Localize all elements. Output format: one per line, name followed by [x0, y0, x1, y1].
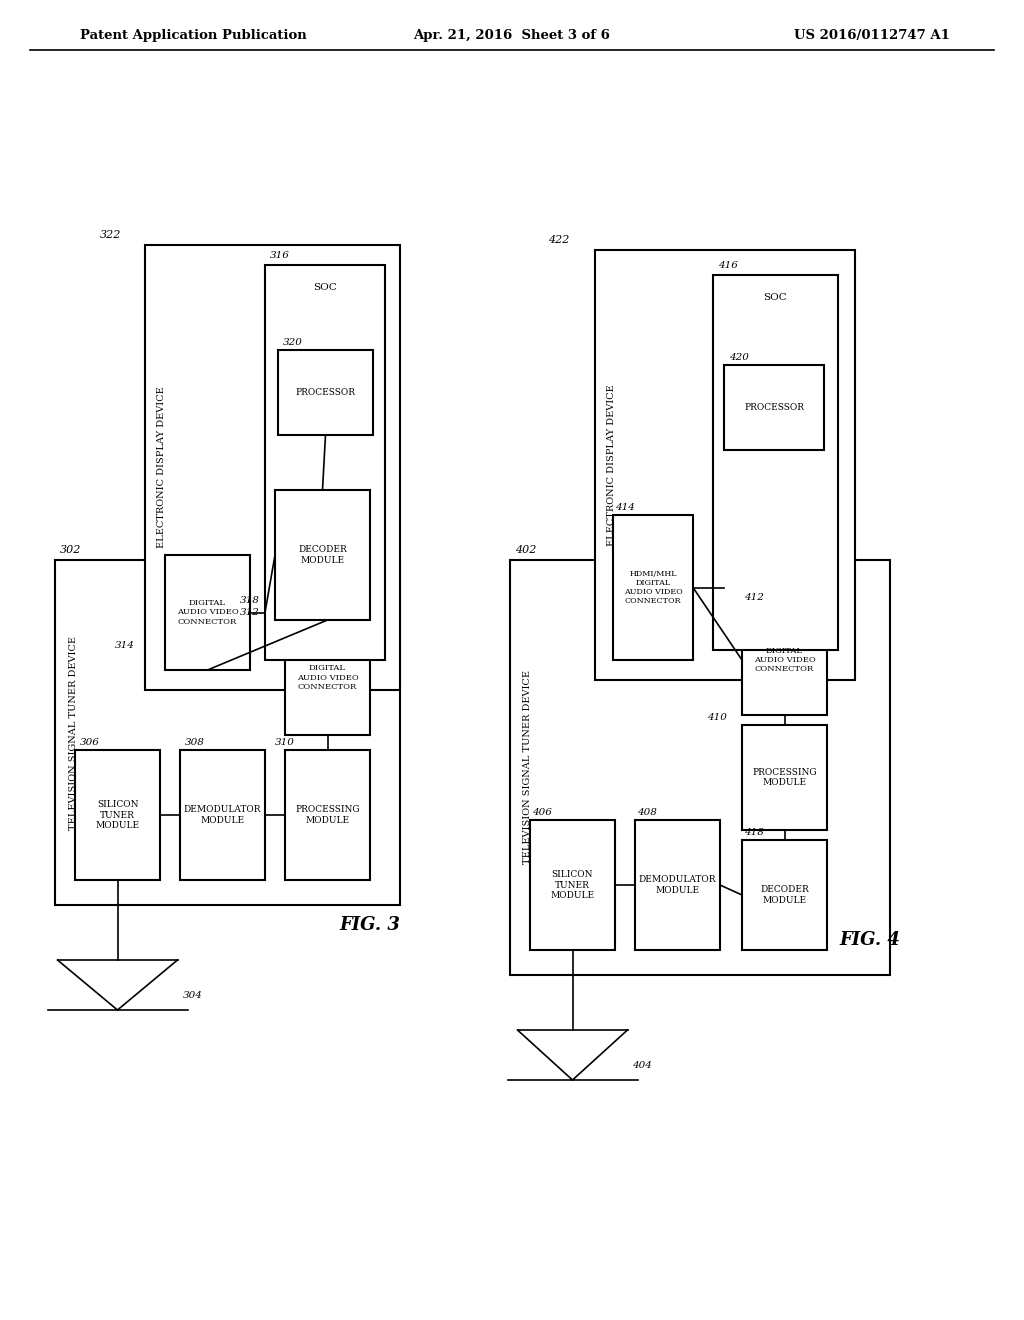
Text: 404: 404: [633, 1061, 652, 1071]
Text: TELEVISION SIGNAL TUNER DEVICE: TELEVISION SIGNAL TUNER DEVICE: [69, 635, 78, 829]
Text: DIGITAL
AUDIO VIDEO
CONNECTOR: DIGITAL AUDIO VIDEO CONNECTOR: [754, 647, 815, 673]
Bar: [635, 820, 720, 950]
Bar: [742, 605, 827, 715]
Text: FIG. 4: FIG. 4: [840, 931, 900, 949]
Bar: [278, 350, 373, 436]
Text: 412: 412: [744, 593, 764, 602]
Text: Patent Application Publication: Patent Application Publication: [80, 29, 307, 41]
Text: DEMODULATOR
MODULE: DEMODULATOR MODULE: [183, 805, 261, 825]
Text: 302: 302: [60, 545, 81, 554]
Bar: [510, 560, 890, 975]
Text: SOC: SOC: [764, 293, 787, 302]
Text: 312: 312: [240, 609, 260, 616]
Text: 422: 422: [548, 235, 569, 246]
Text: 304: 304: [182, 991, 203, 1001]
Text: Apr. 21, 2016  Sheet 3 of 6: Apr. 21, 2016 Sheet 3 of 6: [414, 29, 610, 41]
Text: DIGITAL
AUDIO VIDEO
CONNECTOR: DIGITAL AUDIO VIDEO CONNECTOR: [176, 599, 239, 626]
Text: SILICON
TUNER
MODULE: SILICON TUNER MODULE: [551, 870, 595, 900]
Text: 306: 306: [80, 738, 100, 747]
Bar: [275, 490, 370, 620]
Text: SILICON
TUNER
MODULE: SILICON TUNER MODULE: [95, 800, 139, 830]
Text: 406: 406: [532, 808, 552, 817]
Bar: [742, 840, 827, 950]
Text: 414: 414: [615, 503, 635, 512]
Bar: [180, 750, 265, 880]
Text: 310: 310: [275, 738, 295, 747]
Bar: [165, 554, 250, 671]
Text: ELECTRONIC DISPLAY DEVICE: ELECTRONIC DISPLAY DEVICE: [158, 387, 167, 548]
Bar: [613, 515, 693, 660]
Bar: [145, 246, 400, 690]
Text: 316: 316: [270, 251, 290, 260]
Bar: [724, 366, 824, 450]
Text: 308: 308: [185, 738, 205, 747]
Bar: [265, 265, 385, 660]
Text: 322: 322: [100, 230, 122, 240]
Text: 418: 418: [744, 828, 764, 837]
Text: DECODER
MODULE: DECODER MODULE: [298, 545, 347, 565]
Bar: [55, 560, 400, 906]
Text: ELECTRONIC DISPLAY DEVICE: ELECTRONIC DISPLAY DEVICE: [607, 384, 616, 546]
Text: 420: 420: [729, 352, 749, 362]
Text: 402: 402: [515, 545, 537, 554]
Text: SOC: SOC: [313, 282, 337, 292]
Bar: [75, 750, 160, 880]
Bar: [530, 820, 615, 950]
Text: 314: 314: [115, 642, 135, 649]
Text: US 2016/0112747 A1: US 2016/0112747 A1: [795, 29, 950, 41]
Text: HDMI/MHL
DIGITAL
AUDIO VIDEO
CONNECTOR: HDMI/MHL DIGITAL AUDIO VIDEO CONNECTOR: [624, 570, 682, 606]
Bar: [285, 750, 370, 880]
Text: PROCESSOR: PROCESSOR: [296, 388, 355, 397]
Text: 408: 408: [637, 808, 656, 817]
Text: DIGITAL
AUDIO VIDEO
CONNECTOR: DIGITAL AUDIO VIDEO CONNECTOR: [297, 664, 358, 690]
Text: 416: 416: [718, 261, 738, 271]
Text: TELEVISION SIGNAL TUNER DEVICE: TELEVISION SIGNAL TUNER DEVICE: [523, 671, 532, 865]
Text: PROCESSOR: PROCESSOR: [744, 403, 804, 412]
Text: 320: 320: [283, 338, 303, 347]
Text: 318: 318: [240, 597, 260, 605]
Text: PROCESSING
MODULE: PROCESSING MODULE: [753, 768, 817, 787]
Text: PROCESSING
MODULE: PROCESSING MODULE: [295, 805, 359, 825]
Text: 410: 410: [707, 713, 727, 722]
Bar: [742, 725, 827, 830]
Text: DEMODULATOR
MODULE: DEMODULATOR MODULE: [639, 875, 716, 895]
Bar: [285, 620, 370, 735]
Text: FIG. 3: FIG. 3: [340, 916, 400, 935]
Text: DECODER
MODULE: DECODER MODULE: [760, 886, 809, 904]
Bar: [595, 249, 855, 680]
Bar: [713, 275, 838, 649]
